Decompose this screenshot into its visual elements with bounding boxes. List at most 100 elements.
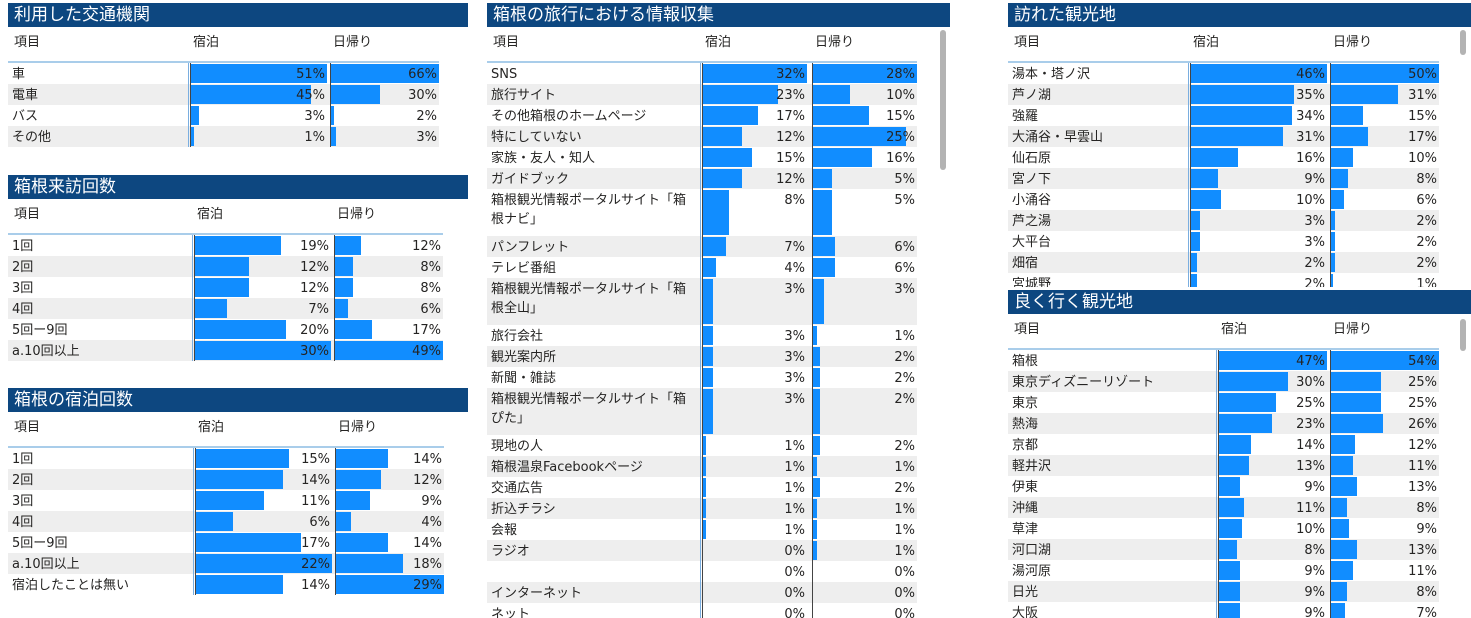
table-row[interactable]: 1回 15% 14% [8,448,444,469]
bar-stay [191,85,311,104]
table-row[interactable]: 旅行会社 3% 1% [487,325,917,346]
column-header-item[interactable]: 項目 [1014,322,1041,337]
column-header-day[interactable]: 日帰り [337,207,377,222]
panel-stay-count: 箱根の宿泊回数 項目 宿泊 日帰り 1回 15% 14% 2回 14% 12% 3回 11% 9% 4回 6… [8,388,468,598]
table-row[interactable]: 草津 10% 9% [1008,518,1439,539]
value-stay: 23% [1296,417,1325,432]
value-stay: 2% [1304,277,1325,287]
column-header-item[interactable]: 項目 [14,35,41,50]
table-row[interactable]: 湯本・塔ノ沢 46% 50% [1008,63,1439,84]
column-header-stay[interactable]: 宿泊 [1221,322,1248,337]
column-divider [1330,63,1331,287]
vertical-scrollbar[interactable] [1460,319,1466,351]
table-row[interactable]: 熱海 23% 26% [1008,413,1439,434]
column-header-stay[interactable]: 宿泊 [705,35,732,50]
table-row[interactable]: 3回 11% 9% [8,490,444,511]
value-day: 2% [1416,214,1437,229]
value-day: 1% [894,460,915,475]
column-header-day[interactable]: 日帰り [1333,322,1373,337]
vertical-scrollbar[interactable] [940,30,946,170]
bar-day [335,236,361,255]
value-stay: 8% [1304,543,1325,558]
table-row[interactable]: 京都 14% 12% [1008,434,1439,455]
value-day: 49% [412,344,441,359]
table-row[interactable]: 0% 0% [487,561,917,582]
table-row[interactable]: 仙石原 16% 10% [1008,147,1439,168]
value-stay: 3% [784,371,805,386]
table-row[interactable]: 現地の人 1% 2% [487,435,917,456]
table-row[interactable]: a.10回以上 22% 18% [8,553,444,574]
table-row[interactable]: 畑宿 2% 2% [1008,252,1439,273]
column-header-item[interactable]: 項目 [493,35,520,50]
table-row[interactable]: 芦ノ湖 35% 31% [1008,84,1439,105]
column-header-item[interactable]: 項目 [14,420,41,435]
table-row[interactable]: 5回ー9回 20% 17% [8,319,443,340]
table-row[interactable]: 伊東 9% 13% [1008,476,1439,497]
table-row[interactable]: 宮ノ下 9% 8% [1008,168,1439,189]
column-header-stay[interactable]: 宿泊 [1193,35,1220,50]
column-divider [1218,350,1219,618]
column-header-day[interactable]: 日帰り [1333,35,1373,50]
table-row[interactable]: 2回 12% 8% [8,256,443,277]
table-row[interactable]: 河口湖 8% 13% [1008,539,1439,560]
bar-day [813,169,832,188]
table-row[interactable]: 家族・友人・知人 15% 16% [487,147,917,168]
value-stay: 0% [784,565,805,580]
table-row[interactable]: 新聞・雑誌 3% 2% [487,367,917,388]
column-header-stay[interactable]: 宿泊 [193,35,220,50]
value-day: 1% [894,544,915,559]
column-header-day[interactable]: 日帰り [333,35,373,50]
table-row[interactable]: 東京 25% 25% [1008,392,1439,413]
vertical-scrollbar[interactable] [1460,30,1466,55]
table-row[interactable]: 日光 9% 8% [1008,581,1439,602]
table-row[interactable]: 1回 19% 12% [8,235,443,256]
column-header-item[interactable]: 項目 [1014,35,1041,50]
column-header-stay[interactable]: 宿泊 [198,420,225,435]
table-row[interactable]: 5回ー9回 17% 14% [8,532,444,553]
table-row[interactable]: 大平台 3% 2% [1008,231,1439,252]
value-day: 14% [413,452,442,467]
table-row[interactable]: 東京ディズニーリゾート 30% 25% [1008,371,1439,392]
bar-stay [1191,190,1221,209]
table-row[interactable]: 大阪 9% 7% [1008,602,1439,618]
table-row[interactable]: ネット 0% 0% [487,603,917,618]
table-row[interactable]: 宿泊したことは無い 14% 29% [8,574,444,595]
column-header-day[interactable]: 日帰り [338,420,378,435]
table-row[interactable]: 宮城野 2% 1% [1008,273,1439,287]
table-row[interactable]: バス 3% 2% [8,105,439,126]
bar-day [813,237,835,256]
table-row[interactable]: テレビ番組 4% 6% [487,257,917,278]
table-row[interactable]: 強羅 34% 15% [1008,105,1439,126]
table-row[interactable]: a.10回以上 30% 49% [8,340,443,361]
value-day: 6% [894,240,915,255]
table-row[interactable]: SNS 32% 28% [487,63,917,84]
value-stay: 47% [1296,354,1325,369]
table-row[interactable]: 車 51% 66% [8,63,439,84]
table-row[interactable]: 電車 45% 30% [8,84,439,105]
table-row[interactable]: その他箱根のホームページ 17% 15% [487,105,917,126]
table-row[interactable]: 湯河原 9% 11% [1008,560,1439,581]
column-divider [190,63,191,147]
value-day: 1% [894,502,915,517]
column-header-day[interactable]: 日帰り [815,35,855,50]
table-row[interactable]: 芦之湯 3% 2% [1008,210,1439,231]
bar-day [813,499,817,518]
table-row[interactable]: 会報 1% 1% [487,519,917,540]
table-row[interactable]: 2回 14% 12% [8,469,444,490]
table-row[interactable]: 4回 7% 6% [8,298,443,319]
column-header-stay[interactable]: 宿泊 [197,207,224,222]
table-row[interactable]: 箱根観光情報ポータルサイト「箱根ナビ」 8% 5% [487,189,917,236]
bar-stay [703,499,706,518]
table-row[interactable]: 交通広告 1% 2% [487,477,917,498]
table-row[interactable]: 沖縄 11% 8% [1008,497,1439,518]
table-row[interactable]: 大涌谷・早雲山 31% 17% [1008,126,1439,147]
table-row[interactable]: 小涌谷 10% 6% [1008,189,1439,210]
table-row[interactable]: 4回 6% 4% [8,511,444,532]
column-divider [1188,63,1189,287]
table-row[interactable]: 箱根 47% 54% [1008,350,1439,371]
table-row[interactable]: 3回 12% 8% [8,277,443,298]
table-row[interactable]: その他 1% 3% [8,126,439,147]
table-row[interactable]: 軽井沢 13% 11% [1008,455,1439,476]
column-header-item[interactable]: 項目 [14,207,41,222]
row-label: 畑宿 [1012,256,1039,271]
